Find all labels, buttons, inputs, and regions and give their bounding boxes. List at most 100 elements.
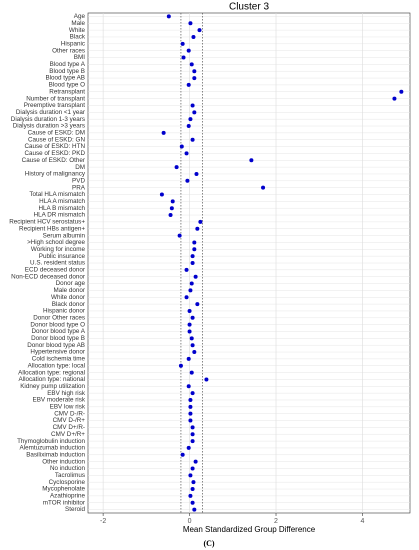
y-tick-label: mTOR inhibitor [43, 499, 85, 506]
dot [159, 192, 164, 197]
y-tick-label: Cyclosporine [49, 479, 86, 486]
y-tick-label: Black [70, 34, 86, 41]
dot [188, 404, 193, 409]
y-tick-label: PRA [72, 184, 86, 191]
dot [192, 76, 197, 81]
dot [168, 213, 173, 218]
dot [192, 247, 197, 252]
y-tick-label: BMI [74, 54, 85, 61]
dot [188, 288, 193, 293]
dot [399, 89, 404, 94]
dot [186, 356, 191, 361]
dot [186, 82, 191, 87]
dot [192, 507, 197, 512]
y-tick-label: EBV moderate risk [33, 397, 86, 404]
dot [194, 171, 199, 176]
dot [192, 110, 197, 115]
y-tick-label: EBV low risk [50, 404, 86, 411]
y-tick-label: HLA DR mismatch [34, 212, 86, 219]
x-tick-label: 2 [274, 518, 278, 525]
y-tick-label: Donor Other races [33, 314, 85, 321]
y-tick-label: Serum albumin [43, 232, 86, 239]
y-tick-label: CMV D-/R+ [53, 417, 86, 424]
y-tick-label: Donor blood type A [31, 328, 85, 335]
y-tick-label: Hispanic [61, 40, 85, 47]
dot [181, 55, 186, 60]
dot [184, 295, 189, 300]
y-tick-label: Male [71, 20, 85, 27]
dot [186, 124, 191, 129]
y-tick-label: EBV high risk [47, 390, 86, 397]
dot [191, 480, 196, 485]
dot [190, 500, 195, 505]
y-tick-label: History of malignancy [25, 171, 86, 178]
dot [192, 240, 197, 245]
y-tick-label: HLA A mismatch [39, 198, 85, 205]
y-tick-label: Recipient HCV serostatus+ [9, 219, 85, 226]
y-tick-label: Working for income [31, 246, 86, 253]
dot [197, 28, 202, 33]
dot [190, 439, 195, 444]
dot [190, 343, 195, 348]
y-tick-label: Alemtuzumab induction [20, 445, 86, 452]
y-tick-label: Allocation type: regional [18, 369, 85, 376]
dot [204, 377, 209, 382]
dot [170, 199, 175, 204]
dot [188, 493, 193, 498]
dot [188, 473, 193, 478]
y-tick-label: Other induction [42, 458, 85, 465]
x-axis-label: Mean Standardized Group Difference [183, 525, 316, 534]
dot [190, 466, 195, 471]
dot [192, 69, 197, 74]
dot [169, 206, 174, 211]
caption: (C) [203, 539, 214, 548]
dot [186, 384, 191, 389]
y-tick-label: Total HLA mismatch [29, 191, 85, 198]
dot [188, 411, 193, 416]
dot [188, 117, 193, 122]
y-tick-label: HLA B mismatch [38, 205, 85, 212]
y-tick-label: Azathioprine [50, 493, 86, 500]
dot [188, 21, 193, 26]
dot [184, 151, 189, 156]
dot [261, 185, 266, 190]
dot [178, 363, 183, 368]
y-tick-label: U.S. resident status [30, 260, 85, 267]
dot [190, 315, 195, 320]
dot [198, 219, 203, 224]
y-tick-label: White [69, 27, 86, 34]
y-tick-label: Cause of ESKD: HTN [24, 143, 85, 150]
dot [180, 452, 185, 457]
dot [184, 267, 189, 272]
y-tick-label: PVD [72, 177, 85, 184]
y-tick-label: Blood type B [49, 68, 85, 75]
dot [392, 96, 397, 101]
dot [193, 459, 198, 464]
y-tick-label: Cause of ESKD: DM [28, 130, 85, 137]
dot [161, 130, 166, 135]
y-tick-label: Cold ischemia time [32, 356, 86, 363]
y-tick-label: Other races [52, 47, 85, 54]
y-tick-label: >High school degree [27, 239, 85, 246]
y-tick-label: No induction [50, 465, 86, 472]
dot [189, 370, 194, 375]
dot [190, 254, 195, 259]
dot [195, 302, 200, 307]
y-tick-label: Dialysis duration <1 year [16, 109, 85, 116]
dot [187, 308, 192, 313]
y-tick-label: ECD deceased donor [25, 267, 85, 274]
y-tick-label: CMV D-/R- [54, 410, 85, 417]
y-tick-label: Tacrolimus [55, 472, 85, 479]
dot [192, 350, 197, 355]
y-tick-label: Age [74, 13, 86, 20]
y-tick-label: Hypertensive donor [30, 349, 85, 356]
dot [189, 336, 194, 341]
y-tick-label: Male donor [53, 287, 85, 294]
dot [190, 487, 195, 492]
y-tick-label: Kidney pump utilization [20, 383, 85, 390]
y-tick-label: Dialysis duration >3 years [13, 123, 85, 130]
dot [190, 391, 195, 396]
dot [179, 144, 184, 149]
dot [190, 432, 195, 437]
